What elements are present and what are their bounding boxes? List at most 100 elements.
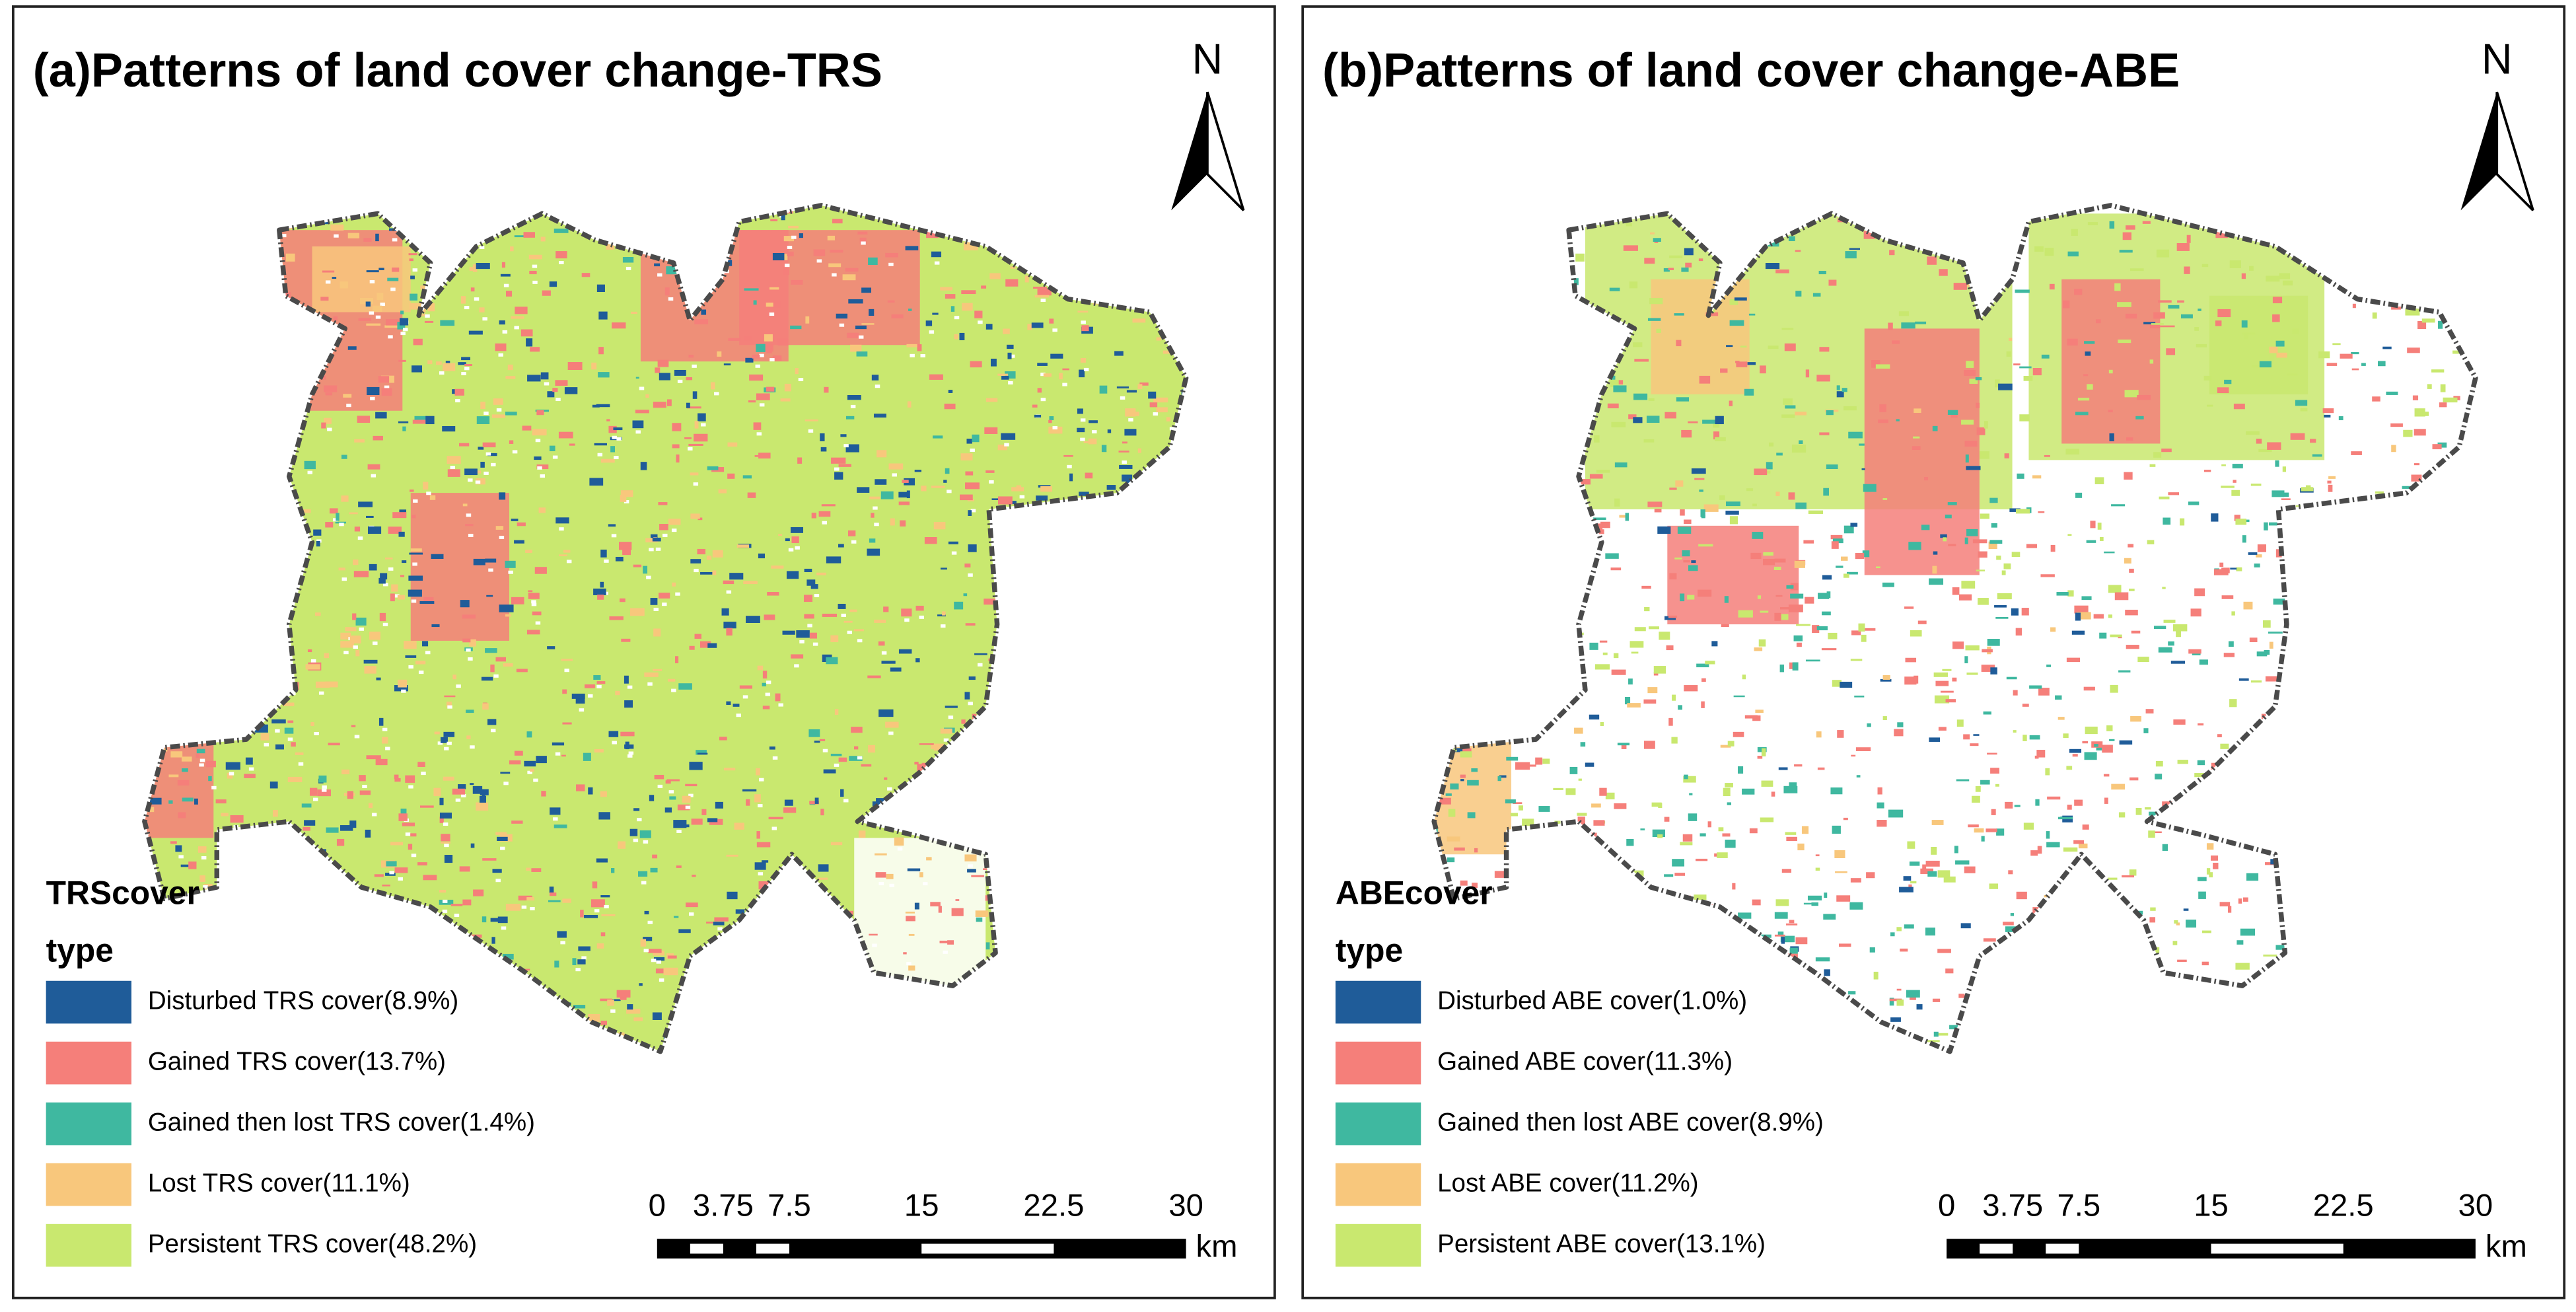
map-texture [1703,504,1719,512]
map-texture [511,519,519,521]
map-texture [1471,768,1478,772]
map-texture [937,614,946,616]
map-texture [2186,920,2197,928]
map-texture [564,669,569,673]
map-texture [1574,727,1583,734]
map-texture [1916,1004,1923,1010]
map-texture [1647,687,1658,694]
map-texture [754,455,761,457]
map-texture [2269,641,2273,649]
map-texture [769,746,775,750]
map-texture [772,355,782,361]
map-patch [739,230,920,346]
map-texture [593,674,601,680]
map-texture [199,763,204,767]
map-texture [2021,608,2029,616]
map-texture [847,530,856,536]
map-texture [1126,390,1137,393]
map-texture [1460,880,1468,886]
map-texture [482,858,497,861]
map-texture [1447,836,1460,842]
map-texture [548,900,561,902]
map-texture [1987,752,1997,755]
map-texture [799,639,805,643]
map-texture [1816,731,1822,738]
map-texture [2276,352,2287,358]
map-texture [880,491,894,499]
map-texture [1783,398,1793,405]
map-texture [728,338,741,341]
map-texture [903,952,907,955]
map-texture [2256,439,2262,444]
map-texture [2035,799,2040,806]
map-texture [461,372,466,376]
map-texture [1958,994,1965,998]
map-texture [354,439,365,443]
map-texture [1644,258,1655,264]
map-texture [479,307,485,312]
map-texture [1815,854,1820,857]
map-texture [585,684,595,688]
map-texture [1672,694,1676,701]
map-texture [1956,779,1970,782]
map-texture [1996,828,2005,836]
map-texture [1972,795,1980,803]
map-texture [196,753,200,758]
map-texture [941,624,946,628]
map-texture [1768,346,1779,349]
map-texture [1848,431,1863,439]
map-texture [1720,368,1728,373]
map-texture [1008,381,1013,384]
map-texture [875,872,886,878]
map-texture [2015,509,2030,514]
map-texture [841,613,846,617]
map-texture [485,452,491,456]
map-texture [2405,308,2420,316]
map-texture [2275,945,2287,950]
map-texture [2275,340,2285,347]
map-texture [1678,705,1682,710]
map-texture [571,693,585,699]
map-texture [332,277,337,279]
map-texture [1839,943,1851,947]
map-texture [2087,384,2093,390]
map-texture [1780,935,1795,943]
map-texture [211,785,217,789]
map-texture [843,799,849,803]
map-texture [790,527,804,533]
map-texture [1952,587,1960,595]
map-texture [362,785,367,789]
map-texture [1861,468,1865,470]
map-texture [1048,426,1063,434]
map-texture [398,359,406,362]
map-texture [2067,805,2072,810]
map-texture [2248,552,2258,555]
map-texture [1862,550,1870,558]
map-texture [770,219,778,221]
map-texture [1811,902,1819,906]
map-texture [495,879,501,883]
map-texture [307,470,313,474]
map-texture [402,560,407,564]
map-texture [1795,250,1801,252]
map-texture [1805,597,1814,604]
map-texture [497,916,508,924]
map-texture [1984,421,1988,429]
map-texture [1683,776,1696,783]
map-texture [1877,802,1884,809]
map-texture [1769,442,1774,447]
map-texture [2403,429,2413,437]
map-texture [409,258,413,262]
map-texture [575,698,585,704]
map-texture [675,656,679,663]
map-texture [804,568,812,573]
map-texture [1929,737,1941,742]
map-texture [700,571,713,575]
map-texture [810,584,818,589]
map-texture [2142,221,2151,224]
map-texture [2038,511,2045,513]
map-texture [1527,764,1536,767]
map-texture [600,1020,607,1025]
map-texture [1600,722,1604,726]
map-texture [421,772,426,776]
